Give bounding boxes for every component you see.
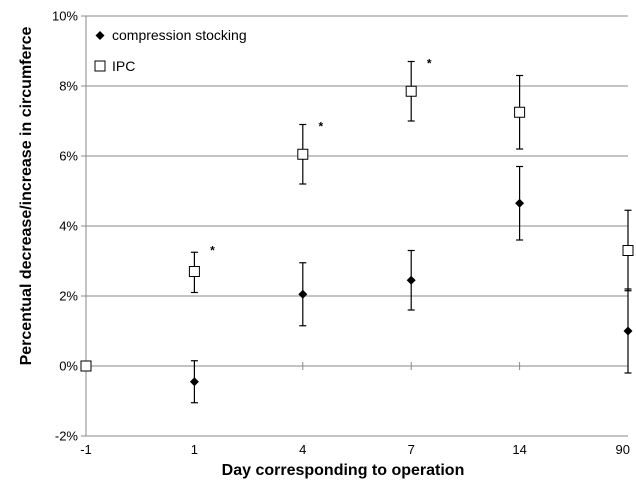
y-tick-label: 2% xyxy=(59,289,78,304)
x-axis-title: Day corresponding to operation xyxy=(222,462,465,479)
data-point-compression-stocking xyxy=(515,198,525,208)
x-tick-labels: -1 1 4 7 14 90 xyxy=(80,442,630,457)
legend: compression stocking IPC xyxy=(94,27,247,74)
gridlines xyxy=(86,15,628,297)
x-tick-label: 1 xyxy=(191,442,198,457)
y-tick-label: -2% xyxy=(55,429,79,444)
legend-label-ipc: IPC xyxy=(112,58,135,74)
y-axis-title: Percentual decrease/increase in circumfe… xyxy=(18,26,35,365)
x-tick-label: 90 xyxy=(616,442,630,457)
data-point-compression-stocking xyxy=(189,377,199,387)
legend-label-compression-stocking: compression stocking xyxy=(112,27,247,43)
y-tick-label: 10% xyxy=(52,9,78,24)
y-tick-label: 8% xyxy=(59,79,78,94)
series-compression-stocking xyxy=(81,165,633,404)
significance-marker: * xyxy=(210,244,215,258)
data-point-ipc xyxy=(80,360,92,372)
x-tick-label: -1 xyxy=(80,442,92,457)
legend-marker-ipc xyxy=(94,60,106,72)
data-point-ipc xyxy=(188,266,200,277)
x-tick-label: 7 xyxy=(408,442,415,457)
data-point-ipc xyxy=(622,245,634,256)
significance-marker: * xyxy=(427,56,432,70)
y-tick-label: 6% xyxy=(59,149,78,164)
data-point-ipc xyxy=(514,106,526,118)
y-tick-label: 4% xyxy=(59,219,78,234)
annotations: * * * xyxy=(210,56,432,257)
y-tick-labels: -2% 0% 2% 4% 6% 8% 10% xyxy=(52,9,78,444)
significance-marker: * xyxy=(318,119,323,133)
data-point-compression-stocking xyxy=(406,275,416,285)
x-tick-label: 4 xyxy=(299,442,306,457)
data-series xyxy=(80,60,634,404)
data-point-ipc xyxy=(297,148,309,160)
data-point-compression-stocking xyxy=(298,289,308,299)
series-ipc xyxy=(80,60,634,372)
data-point-ipc xyxy=(405,85,417,97)
legend-marker-compression-stocking xyxy=(95,31,105,40)
data-point-compression-stocking xyxy=(623,326,633,336)
y-tick-label: 0% xyxy=(59,359,78,374)
x-tick-label: 14 xyxy=(512,442,526,457)
